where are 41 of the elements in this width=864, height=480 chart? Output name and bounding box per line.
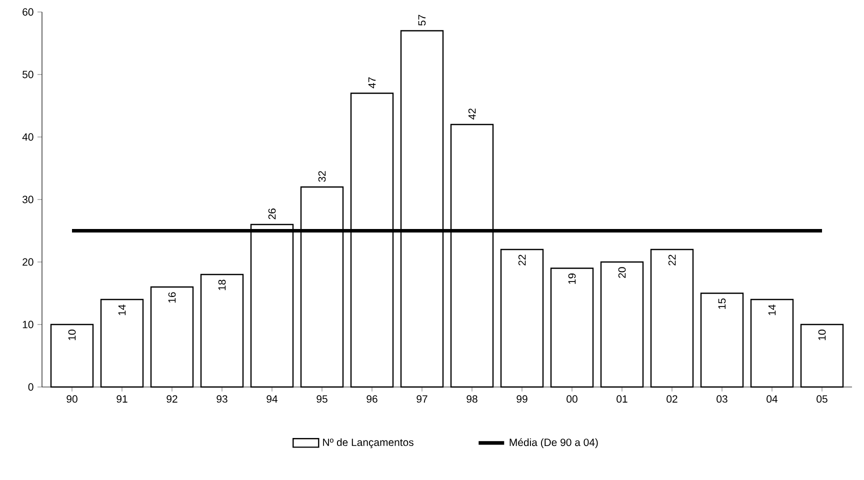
y-tick-label: 60 <box>22 8 34 16</box>
data-label: 57 <box>418 14 426 26</box>
x-tick-label: 97 <box>416 395 428 403</box>
x-tick-label: 90 <box>66 395 78 403</box>
y-tick-label: 0 <box>28 383 34 391</box>
x-tick-label: 95 <box>316 395 328 403</box>
y-tick-label: 20 <box>22 258 34 266</box>
data-label: 22 <box>668 254 676 266</box>
data-label: 10 <box>68 330 76 340</box>
data-label: 19 <box>568 274 576 284</box>
x-tick-label: 96 <box>366 395 378 403</box>
x-tick-label: 99 <box>516 395 528 403</box>
y-tick-label: 50 <box>22 70 34 78</box>
data-label: 22 <box>518 254 526 266</box>
legend-label: Média (De 90 a 04) <box>510 438 598 448</box>
y-tick-label: 10 <box>22 320 34 328</box>
data-label: 42 <box>468 108 476 120</box>
data-label: 15 <box>718 298 726 309</box>
data-label: 14 <box>768 304 776 316</box>
data-label: 47 <box>368 77 376 88</box>
x-tick-label: 91 <box>116 395 128 403</box>
x-tick-label: 98 <box>466 395 478 403</box>
x-tick-label: 05 <box>816 395 828 403</box>
x-tick-label: 01 <box>616 395 628 403</box>
data-label: 14 <box>118 304 126 316</box>
legend-label: Nº de Lançamentos <box>323 438 414 448</box>
x-tick-label: 93 <box>216 395 228 403</box>
data-label: 10 <box>818 330 826 340</box>
data-label: 32 <box>318 171 326 182</box>
x-tick-label: 00 <box>566 395 578 403</box>
x-tick-label: 04 <box>766 395 778 403</box>
data-label: 26 <box>268 208 276 220</box>
data-label: 16 <box>168 292 176 303</box>
x-tick-label: 03 <box>716 395 728 403</box>
x-tick-label: 02 <box>666 395 678 403</box>
y-tick-label: 40 <box>22 133 34 141</box>
data-label: 20 <box>618 267 626 278</box>
y-tick-label: 30 <box>22 196 34 204</box>
data-label: 18 <box>218 280 226 290</box>
x-tick-label: 94 <box>266 395 278 403</box>
x-tick-label: 92 <box>166 395 178 403</box>
